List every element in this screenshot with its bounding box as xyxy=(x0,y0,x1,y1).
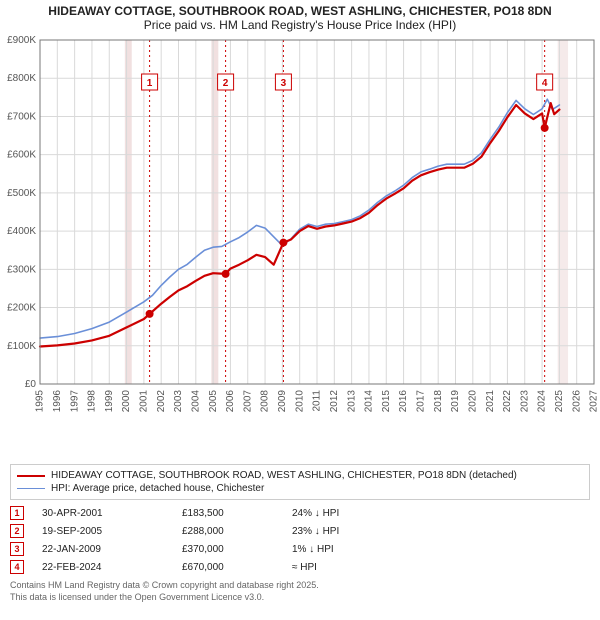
svg-text:2026: 2026 xyxy=(571,390,582,413)
svg-text:£0: £0 xyxy=(25,379,37,390)
svg-text:2007: 2007 xyxy=(242,390,253,413)
sale-price: £288,000 xyxy=(182,526,292,537)
svg-text:2016: 2016 xyxy=(398,390,409,413)
svg-text:2025: 2025 xyxy=(554,390,565,413)
svg-text:£400K: £400K xyxy=(7,226,36,237)
svg-text:1: 1 xyxy=(147,78,153,89)
svg-text:2024: 2024 xyxy=(537,390,548,413)
svg-text:4: 4 xyxy=(542,78,548,89)
sale-row: 1 30-APR-2001£183,50024% ↓ HPI xyxy=(10,504,590,522)
svg-text:£900K: £900K xyxy=(7,35,36,46)
sale-date: 19-SEP-2005 xyxy=(42,526,182,537)
sale-date: 30-APR-2001 xyxy=(42,508,182,519)
svg-text:2018: 2018 xyxy=(433,390,444,413)
legend-label: HIDEAWAY COTTAGE, SOUTHBROOK ROAD, WEST … xyxy=(51,470,517,481)
legend-label: HPI: Average price, detached house, Chic… xyxy=(51,483,264,494)
sales-table: 1 30-APR-2001£183,50024% ↓ HPI 2 19-SEP-200… xyxy=(10,504,590,576)
svg-text:2001: 2001 xyxy=(139,390,150,413)
svg-text:2013: 2013 xyxy=(346,390,357,413)
svg-text:2008: 2008 xyxy=(260,390,271,413)
sale-hpi-diff: 23% ↓ HPI xyxy=(292,526,412,537)
svg-text:2005: 2005 xyxy=(208,390,219,413)
sale-price: £183,500 xyxy=(182,508,292,519)
svg-text:2014: 2014 xyxy=(364,390,375,413)
svg-text:£800K: £800K xyxy=(7,73,36,84)
svg-text:2027: 2027 xyxy=(589,390,598,413)
svg-text:2: 2 xyxy=(223,78,229,89)
svg-text:2006: 2006 xyxy=(225,390,236,413)
sale-badge: 2 xyxy=(10,524,24,538)
chart-container: HIDEAWAY COTTAGE, SOUTHBROOK ROAD, WEST … xyxy=(0,0,600,603)
legend-item: HIDEAWAY COTTAGE, SOUTHBROOK ROAD, WEST … xyxy=(17,469,583,482)
sale-hpi-diff: 24% ↓ HPI xyxy=(292,508,412,519)
line-chart: £0 £100K £200K £300K £400K £500K £600K £700K £80… xyxy=(2,34,598,458)
title-line-1: HIDEAWAY COTTAGE, SOUTHBROOK ROAD, WEST … xyxy=(6,4,594,18)
svg-text:£500K: £500K xyxy=(7,188,36,199)
sale-row: 3 22-JAN-2009£370,0001% ↓ HPI xyxy=(10,540,590,558)
svg-text:1997: 1997 xyxy=(69,390,80,413)
legend: HIDEAWAY COTTAGE, SOUTHBROOK ROAD, WEST … xyxy=(10,464,590,500)
footer-line-2: This data is licensed under the Open Gov… xyxy=(10,592,590,604)
legend-swatch xyxy=(17,475,45,477)
sale-badge: 4 xyxy=(10,560,24,574)
svg-text:2012: 2012 xyxy=(329,390,340,413)
svg-text:1995: 1995 xyxy=(35,390,46,413)
svg-text:2010: 2010 xyxy=(294,390,305,413)
sale-price: £370,000 xyxy=(182,544,292,555)
sale-row: 4 22-FEB-2024£670,000≈ HPI xyxy=(10,558,590,576)
sale-date: 22-JAN-2009 xyxy=(42,544,182,555)
svg-text:2000: 2000 xyxy=(121,390,132,413)
sale-hpi-diff: 1% ↓ HPI xyxy=(292,544,412,555)
legend-item: HPI: Average price, detached house, Chic… xyxy=(17,482,583,495)
svg-text:2009: 2009 xyxy=(277,390,288,413)
svg-text:2019: 2019 xyxy=(450,390,461,413)
svg-text:2004: 2004 xyxy=(190,390,201,413)
svg-text:£100K: £100K xyxy=(7,341,36,352)
legend-swatch xyxy=(17,488,45,489)
svg-text:2022: 2022 xyxy=(502,390,513,413)
footer-attribution: Contains HM Land Registry data © Crown c… xyxy=(10,580,590,603)
sale-hpi-diff: ≈ HPI xyxy=(292,562,412,573)
svg-text:£600K: £600K xyxy=(7,150,36,161)
svg-text:2003: 2003 xyxy=(173,390,184,413)
sale-date: 22-FEB-2024 xyxy=(42,562,182,573)
svg-text:£200K: £200K xyxy=(7,303,36,314)
sale-price: £670,000 xyxy=(182,562,292,573)
svg-text:2015: 2015 xyxy=(381,390,392,413)
title-line-2: Price paid vs. HM Land Registry's House … xyxy=(6,18,594,32)
svg-text:£300K: £300K xyxy=(7,264,36,275)
svg-text:2021: 2021 xyxy=(485,390,496,413)
footer-line-1: Contains HM Land Registry data © Crown c… xyxy=(10,580,590,592)
sale-row: 2 19-SEP-2005£288,00023% ↓ HPI xyxy=(10,522,590,540)
sale-badge: 1 xyxy=(10,506,24,520)
svg-text:1996: 1996 xyxy=(52,390,63,413)
chart-area: £0 £100K £200K £300K £400K £500K £600K £700K £80… xyxy=(2,34,598,458)
title-block: HIDEAWAY COTTAGE, SOUTHBROOK ROAD, WEST … xyxy=(0,0,600,34)
svg-text:2011: 2011 xyxy=(312,390,323,412)
svg-text:3: 3 xyxy=(281,78,287,89)
svg-text:2023: 2023 xyxy=(519,390,530,413)
svg-text:2020: 2020 xyxy=(467,390,478,413)
svg-text:2002: 2002 xyxy=(156,390,167,413)
svg-text:1999: 1999 xyxy=(104,390,115,413)
svg-text:2017: 2017 xyxy=(416,390,427,413)
svg-text:£700K: £700K xyxy=(7,111,36,122)
svg-text:1998: 1998 xyxy=(87,390,98,413)
sale-badge: 3 xyxy=(10,542,24,556)
